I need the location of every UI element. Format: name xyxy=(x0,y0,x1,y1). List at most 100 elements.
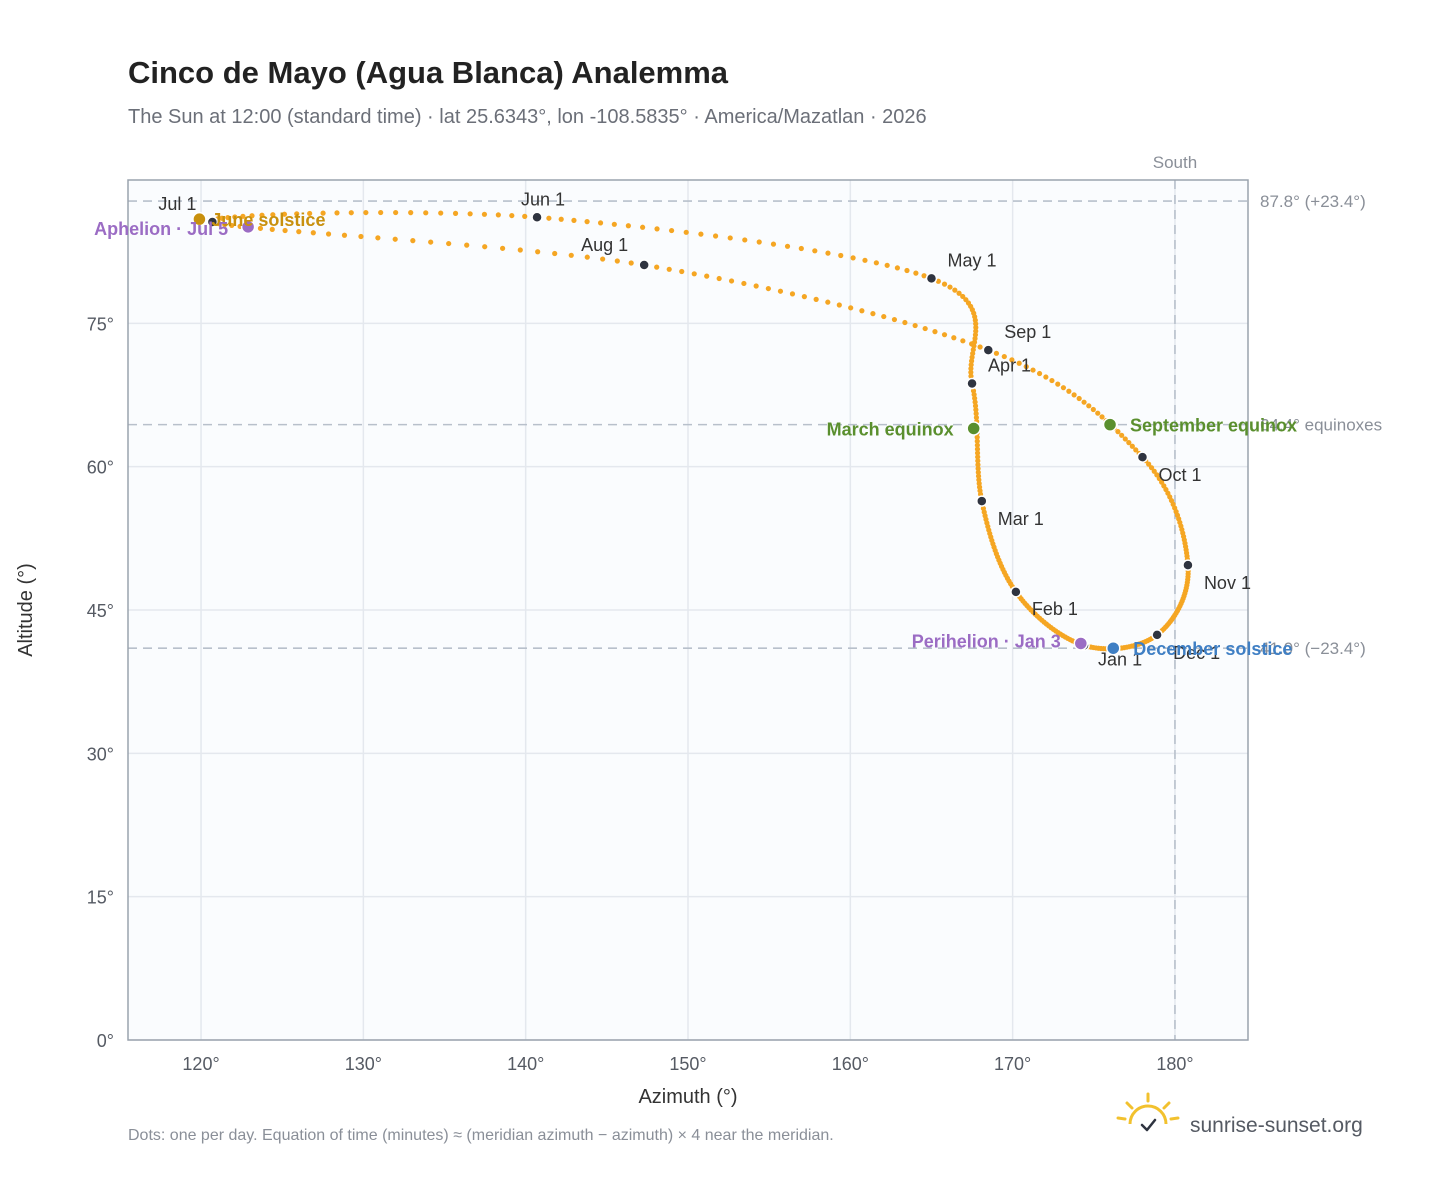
daily-sun-dot xyxy=(975,462,981,468)
daily-sun-dot xyxy=(467,211,473,217)
event-point xyxy=(192,211,207,227)
month-label: Mar 1 xyxy=(998,509,1044,529)
event-label: Perihelion · Jan 3 xyxy=(912,631,1061,651)
daily-sun-dot xyxy=(921,273,927,279)
daily-sun-dot xyxy=(522,213,528,219)
y-tick-label: 75° xyxy=(87,314,114,334)
chart-subtitle: The Sun at 12:00 (standard time) · lat 2… xyxy=(128,106,927,128)
daily-sun-dot xyxy=(296,229,302,235)
daily-sun-dot xyxy=(1001,353,1007,360)
daily-sun-dot xyxy=(968,365,974,372)
month-point xyxy=(1151,629,1163,641)
daily-sun-dot xyxy=(902,319,908,326)
daily-sun-dot xyxy=(683,229,689,235)
event-point xyxy=(1106,640,1121,656)
daily-sun-dot xyxy=(974,446,981,452)
event-label: June solstice xyxy=(211,210,325,230)
month-point xyxy=(531,211,543,224)
month-label: Aug 1 xyxy=(581,235,628,255)
daily-sun-dot xyxy=(770,241,777,247)
daily-sun-dot xyxy=(257,225,264,231)
daily-sun-dot xyxy=(974,450,981,456)
month-label: Oct 1 xyxy=(1158,465,1201,485)
daily-sun-dot xyxy=(974,434,980,440)
month-point xyxy=(1182,559,1194,571)
daily-sun-dot xyxy=(240,213,246,219)
daily-sun-dot xyxy=(1060,385,1067,391)
daily-sun-dot xyxy=(1122,436,1128,442)
daily-sun-dot xyxy=(666,266,672,272)
month-point xyxy=(925,272,938,285)
reference-line-label: 87.8° (+23.4°) xyxy=(1260,192,1366,211)
daily-sun-dot xyxy=(310,230,316,236)
daily-sun-dot xyxy=(801,294,807,300)
daily-sun-dot xyxy=(912,322,918,329)
month-point xyxy=(1010,586,1022,598)
x-tick-label: 160° xyxy=(832,1054,869,1074)
daily-sun-dot xyxy=(1129,443,1135,449)
daily-sun-dot xyxy=(973,328,979,334)
daily-sun-dot xyxy=(668,227,675,234)
daily-sun-dot xyxy=(873,260,879,266)
daily-sun-dot xyxy=(976,477,982,483)
x-tick-label: 120° xyxy=(182,1054,219,1074)
reference-lines: 87.8° (+23.4°) 64.4° equinoxes 41.0° (−23.… xyxy=(128,153,1382,1040)
daily-sun-dot xyxy=(968,362,974,368)
daily-sun-dot xyxy=(1154,472,1160,478)
daily-sun-dot xyxy=(325,231,332,237)
daily-sun-dot xyxy=(836,302,842,308)
daily-sun-dot xyxy=(968,369,974,375)
daily-sun-dot xyxy=(704,273,710,279)
daily-sun-dot xyxy=(393,209,399,216)
event-label: December solstice xyxy=(1133,639,1292,659)
brand-name: sunrise-sunset.org xyxy=(1190,1114,1363,1137)
daily-sun-dot xyxy=(249,213,255,219)
month-label: Nov 1 xyxy=(1204,573,1251,593)
daily-sun-dot xyxy=(1148,465,1155,471)
y-tick-label: 45° xyxy=(87,601,114,621)
daily-sun-dot xyxy=(891,316,898,323)
chart-title: Cinco de Mayo (Agua Blanca) Analemma xyxy=(128,55,729,90)
x-tick-label: 170° xyxy=(994,1054,1031,1074)
daily-sun-dot xyxy=(1090,406,1096,413)
x-tick-label: 130° xyxy=(345,1054,382,1074)
month-point xyxy=(966,377,978,390)
daily-sun-dot xyxy=(546,215,552,221)
month-label: Feb 1 xyxy=(1032,599,1078,619)
daily-sun-dot xyxy=(913,270,919,276)
y-tick-label: 60° xyxy=(87,458,114,478)
daily-sun-dot xyxy=(600,256,606,262)
daily-sun-dot xyxy=(679,268,685,275)
x-tick-label: 180° xyxy=(1156,1054,1193,1074)
daily-sun-dot xyxy=(993,350,1000,356)
daily-sun-dot xyxy=(1036,370,1043,377)
daily-sun-dot xyxy=(410,238,416,244)
daily-sun-dot xyxy=(777,288,784,294)
month-label: Jan 1 xyxy=(1098,649,1142,669)
daily-sun-dot xyxy=(640,224,646,230)
daily-sun-dot xyxy=(568,252,574,258)
daily-sun-dot xyxy=(500,245,506,251)
daily-sun-dot xyxy=(307,210,313,217)
daily-sun-dot xyxy=(259,212,265,218)
daily-sun-dot xyxy=(977,344,983,350)
daily-sun-dot xyxy=(975,465,981,472)
daily-sun-dot xyxy=(392,236,398,242)
daily-sun-dot xyxy=(1119,432,1125,438)
x-tick-label: 140° xyxy=(507,1054,544,1074)
daily-sun-dot xyxy=(972,399,978,405)
daily-sun-dot xyxy=(956,290,962,296)
daily-sun-dot xyxy=(348,210,354,216)
daily-sun-dot xyxy=(838,252,844,259)
daily-sun-dot xyxy=(282,227,288,234)
daily-sun-dot xyxy=(975,473,982,479)
month-label: May 1 xyxy=(947,250,996,270)
daily-sun-dot xyxy=(446,240,452,247)
daily-sun-dot xyxy=(1055,381,1061,387)
daily-sun-dot xyxy=(375,235,381,241)
y-tick-label: 30° xyxy=(87,744,114,764)
daily-sun-dot xyxy=(698,231,704,237)
daily-sun-dot xyxy=(428,239,434,245)
daily-sun-dot xyxy=(975,454,981,460)
